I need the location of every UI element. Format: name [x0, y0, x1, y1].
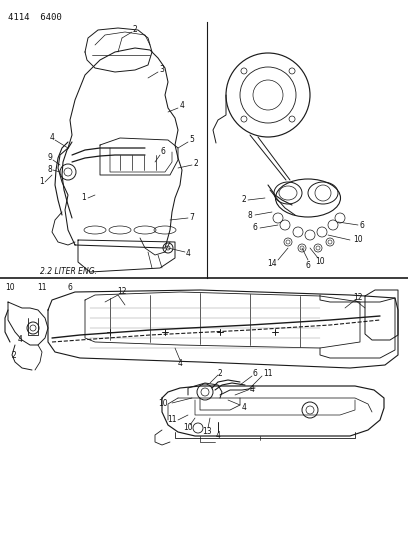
Text: 10: 10	[353, 236, 363, 245]
Text: 1: 1	[82, 193, 86, 203]
Text: 5: 5	[190, 135, 195, 144]
Text: 10: 10	[315, 257, 325, 266]
Text: 1: 1	[40, 177, 44, 187]
Text: 4: 4	[186, 249, 191, 259]
Text: 4114  6400: 4114 6400	[8, 13, 62, 22]
Text: 6: 6	[253, 223, 257, 232]
Text: 2: 2	[11, 351, 16, 359]
Text: 8: 8	[48, 166, 52, 174]
Text: 4: 4	[242, 402, 246, 411]
Text: 4: 4	[49, 133, 54, 142]
Text: 11: 11	[263, 369, 273, 378]
Text: 2: 2	[242, 196, 246, 205]
Text: 2: 2	[217, 368, 222, 377]
Text: 4: 4	[180, 101, 184, 110]
Text: 6: 6	[359, 221, 364, 230]
Text: 6: 6	[306, 261, 310, 270]
Text: 4: 4	[177, 359, 182, 367]
Text: 3: 3	[160, 66, 164, 75]
Text: 14: 14	[267, 260, 277, 269]
Text: 8: 8	[248, 211, 253, 220]
Text: 6: 6	[68, 282, 73, 292]
Text: 6: 6	[161, 148, 165, 157]
Text: 6: 6	[253, 369, 257, 378]
Text: 10: 10	[5, 282, 15, 292]
Text: 12: 12	[353, 293, 363, 302]
Text: 13: 13	[202, 427, 212, 437]
Text: 12: 12	[117, 287, 127, 296]
Text: 11: 11	[167, 416, 177, 424]
Text: 7: 7	[190, 214, 195, 222]
Text: 9: 9	[48, 154, 53, 163]
Text: 4: 4	[18, 335, 22, 344]
Text: 2.2 LITER ENG.: 2.2 LITER ENG.	[40, 268, 97, 277]
Text: 4: 4	[250, 385, 255, 394]
Text: 2: 2	[194, 158, 198, 167]
Text: 10: 10	[183, 424, 193, 432]
Text: 4: 4	[215, 432, 220, 440]
Text: 10: 10	[158, 399, 168, 408]
Text: 11: 11	[37, 282, 47, 292]
Text: 2: 2	[133, 26, 137, 35]
